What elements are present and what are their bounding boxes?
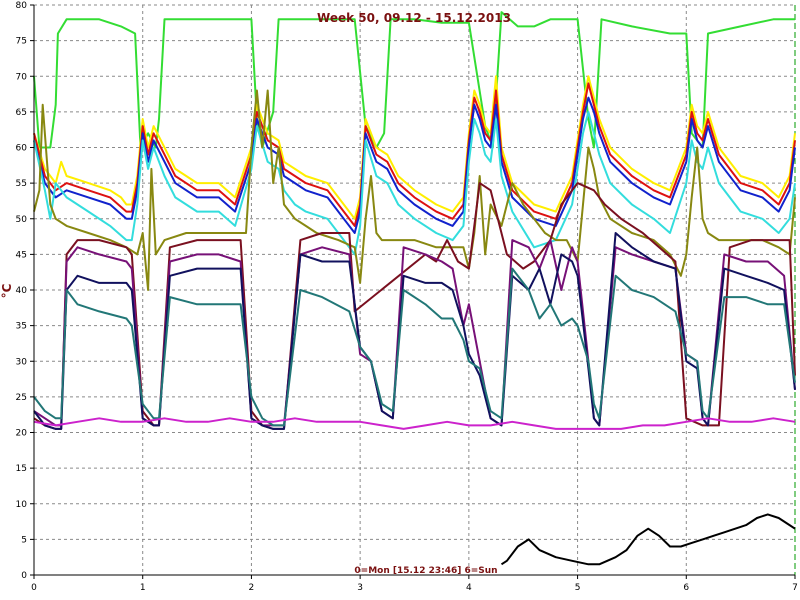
x-tick-label: 6 xyxy=(683,583,689,593)
data-series xyxy=(33,11,796,566)
y-tick-label: 60 xyxy=(16,144,28,154)
y-tick-label: 0 xyxy=(21,571,27,581)
x-tick-label: 1 xyxy=(140,583,146,593)
y-tick-label: 25 xyxy=(16,393,27,403)
y-tick-label: 55 xyxy=(16,179,27,189)
y-tick-label: 5 xyxy=(21,535,27,545)
series-line-5 xyxy=(33,110,796,256)
x-tick-label: 5 xyxy=(575,583,581,593)
gridlines xyxy=(34,4,796,575)
y-tick-label: 30 xyxy=(16,357,28,367)
series-line-9 xyxy=(33,232,796,430)
series-line-11 xyxy=(33,417,796,430)
y-tick-label: 35 xyxy=(16,322,27,332)
series-line-12 xyxy=(500,513,796,566)
x-tick-label: 0 xyxy=(31,583,37,593)
y-axis-label: °C xyxy=(0,283,14,298)
x-axis-caption: 0=Mon [15.12 23:46] 6=Sun xyxy=(354,566,497,576)
y-tick-label: 40 xyxy=(16,286,28,296)
series-line-4 xyxy=(33,96,796,234)
y-tick-label: 20 xyxy=(16,429,28,439)
series-line-1 xyxy=(33,11,795,149)
x-tick-label: 2 xyxy=(249,583,255,593)
y-tick-label: 50 xyxy=(16,215,28,225)
y-tick-labels: 0 5 10 15 20 25 30 35 40 45 50 55 60 65 70 75 80 xyxy=(16,1,28,581)
series-line-6 xyxy=(33,89,796,291)
axes xyxy=(30,4,796,579)
x-tick-label: 4 xyxy=(466,583,472,593)
y-tick-label: 65 xyxy=(16,108,27,118)
series-line-10 xyxy=(33,267,796,427)
x-tick-labels: 0 1 2 3 4 5 6 7 xyxy=(31,583,798,593)
y-tick-label: 10 xyxy=(16,500,28,510)
chart-title: Week 50, 09.12 - 15.12.2013 xyxy=(317,11,511,25)
y-tick-label: 70 xyxy=(16,72,28,82)
x-tick-label: 3 xyxy=(357,583,363,593)
series-line-3 xyxy=(33,82,796,227)
y-tick-label: 80 xyxy=(16,1,28,11)
y-tick-label: 15 xyxy=(16,464,27,474)
y-tick-label: 75 xyxy=(16,37,27,47)
y-tick-label: 45 xyxy=(16,250,27,260)
x-tick-label: 7 xyxy=(792,583,798,593)
series-line-2 xyxy=(33,75,796,220)
